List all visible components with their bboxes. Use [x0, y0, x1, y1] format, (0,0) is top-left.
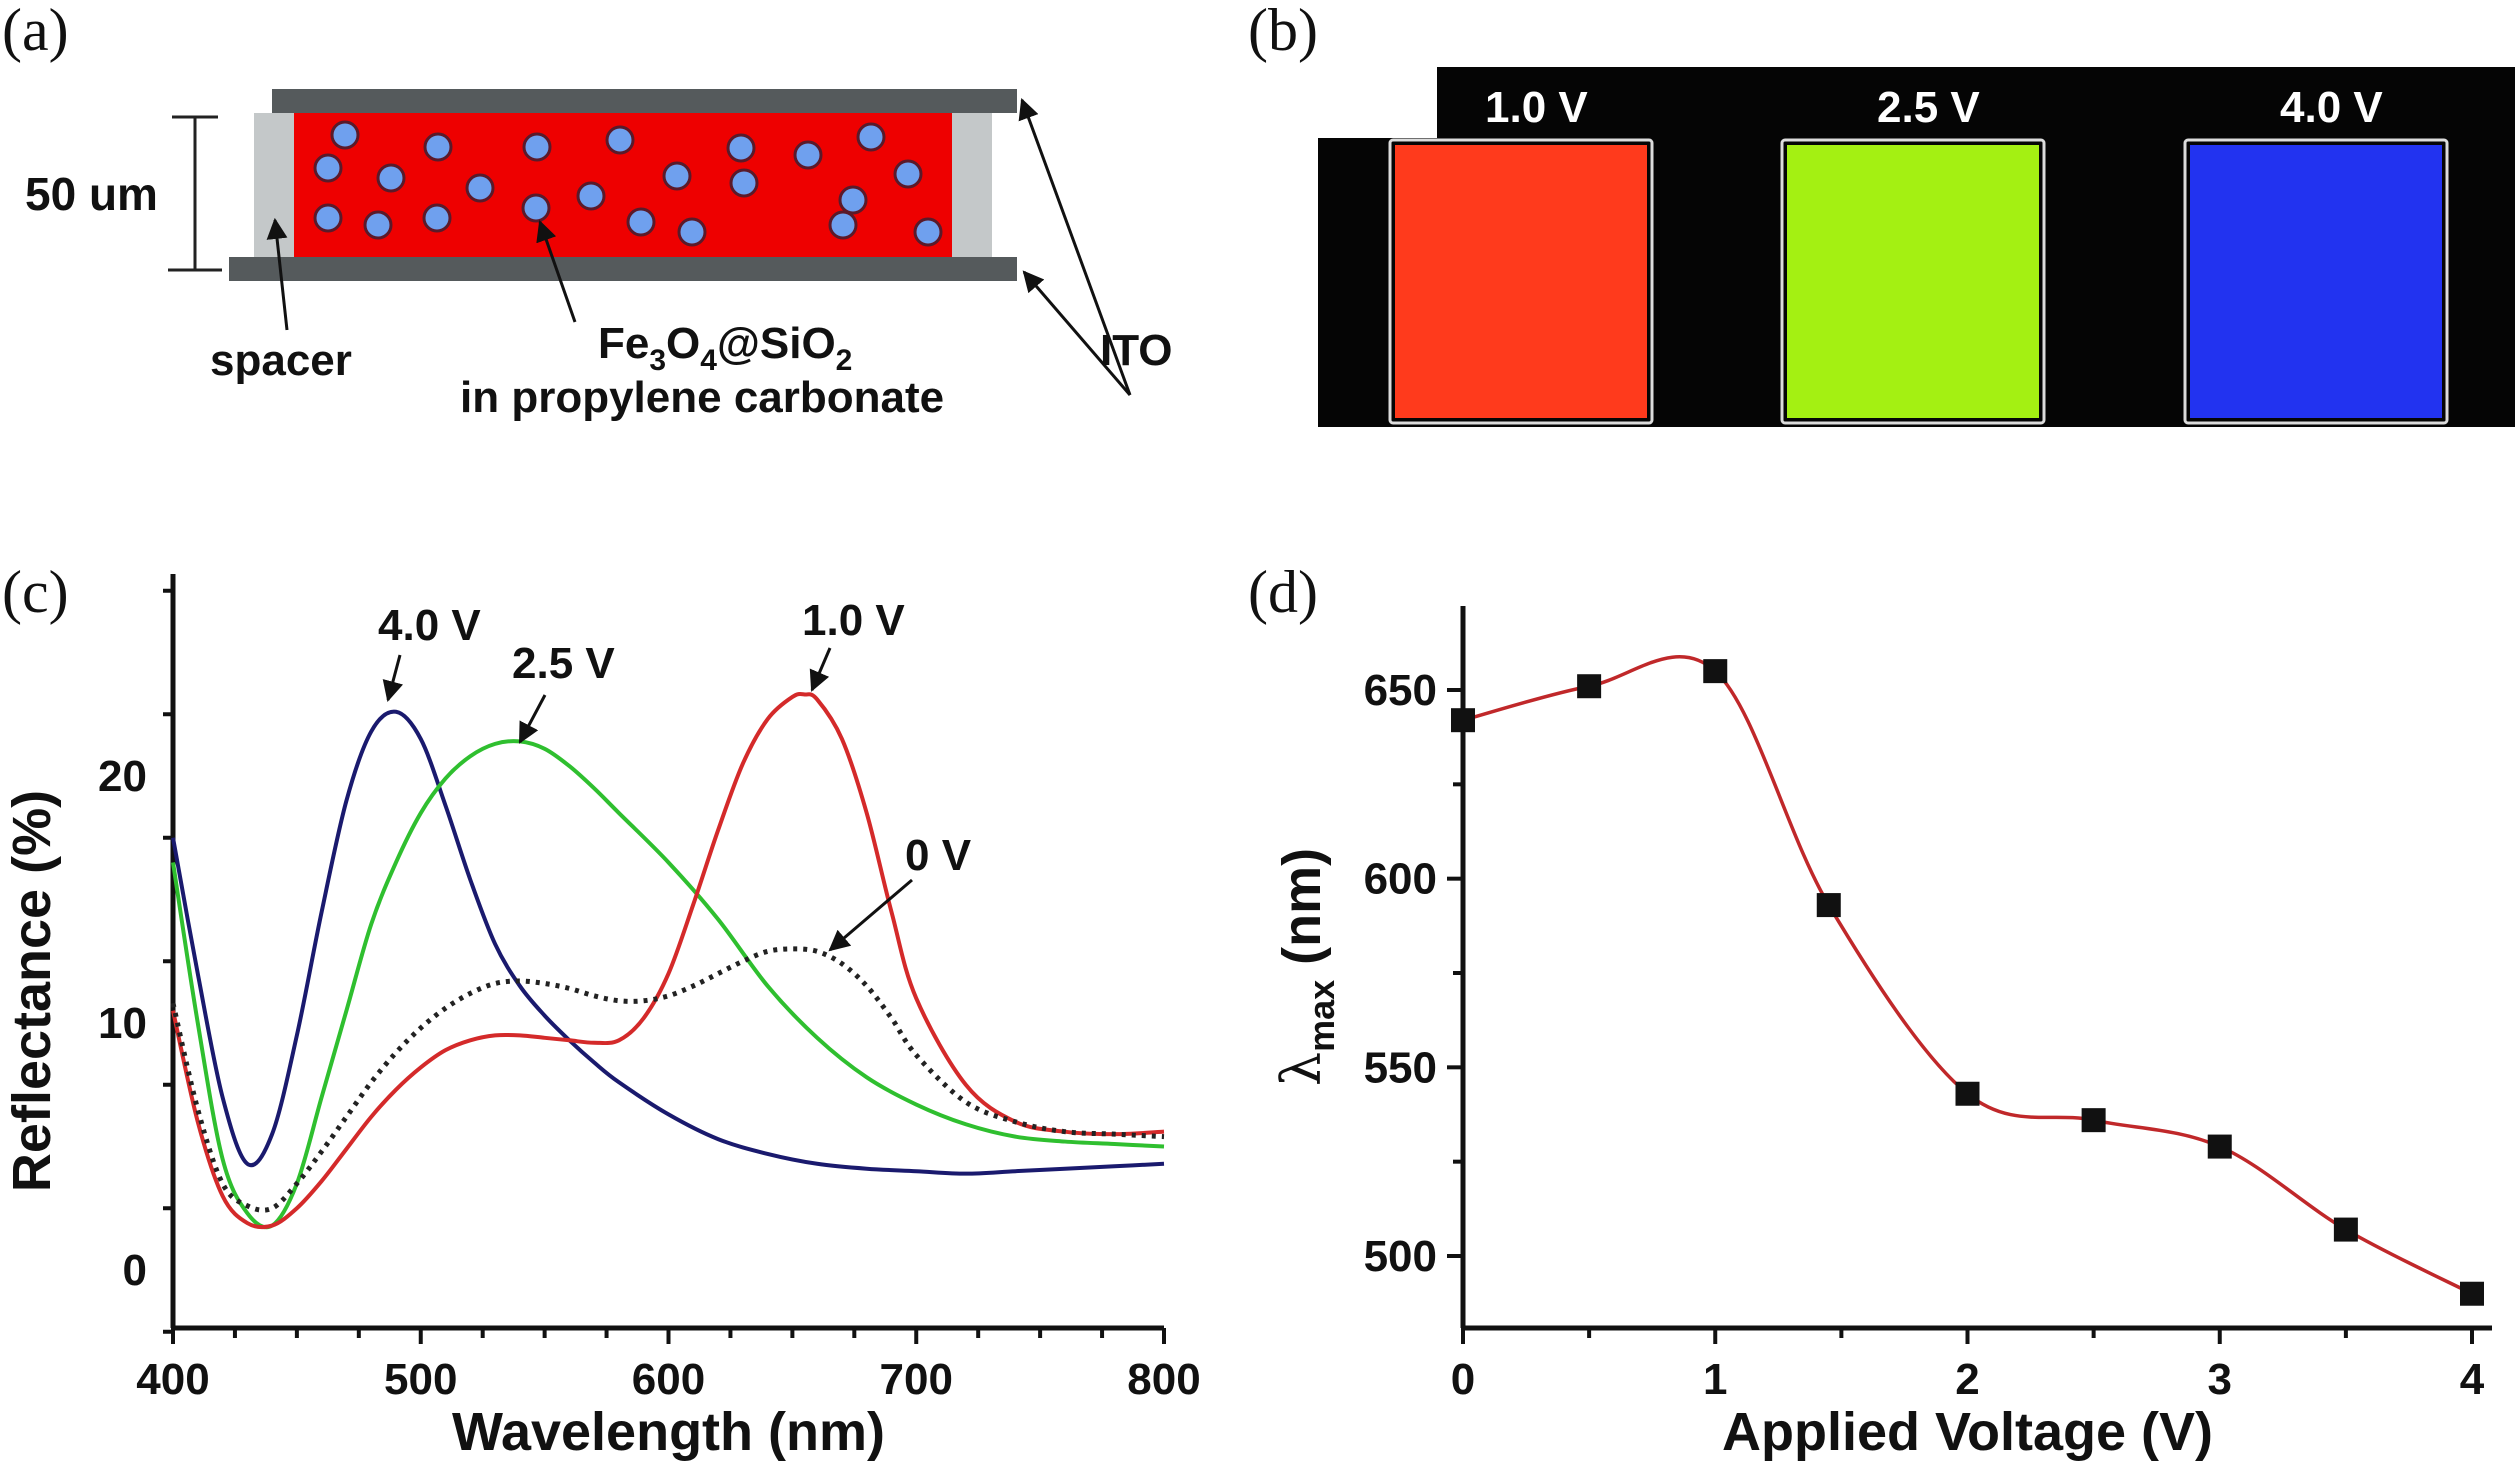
cell-voltage-label: 4.0 V — [2280, 83, 2383, 132]
panel-label-a: (a) — [2, 0, 69, 63]
particle-icon — [522, 132, 552, 162]
series-annotation: 2.5 V — [512, 639, 615, 688]
cell-schematic: 50 um spacer Fe3O4@SiO2 in propylene car… — [25, 89, 1173, 422]
data-point-marker — [1451, 708, 1475, 733]
series-line-40V — [171, 709, 1165, 1176]
x-tick-label: 0 — [1451, 1355, 1475, 1404]
lambda-max-chart: 0 1 2 3 4 500 550 600 650 Applied Voltage (V) λmax… — [1270, 606, 2492, 1462]
series-annotation: 1.0 V — [802, 596, 905, 645]
x-tick-label: 500 — [384, 1355, 457, 1404]
particle-icon — [423, 132, 453, 162]
particle-icon — [376, 163, 406, 193]
particle-icon — [828, 210, 858, 240]
panel-label-b: (b) — [1248, 0, 1318, 63]
device-photo: 1.0 V 2.5 V 4.0 V — [1318, 67, 2515, 427]
cell-voltage-label: 1.0 V — [1485, 83, 1588, 132]
annotation-arrow — [382, 654, 404, 703]
particle-formula-label: Fe3O4@SiO2 — [598, 319, 852, 377]
y-tick-label: 650 — [1364, 666, 1437, 715]
y-tick-label: 550 — [1364, 1043, 1437, 1092]
medium-label: in propylene carbonate — [460, 373, 944, 422]
data-point-marker — [1703, 659, 1728, 684]
cell-frame — [1388, 138, 1654, 425]
particle-icon — [363, 210, 393, 240]
cell-color-swatch — [1395, 145, 1647, 418]
annotation-arrow — [809, 647, 832, 692]
x-tick-label: 4 — [2460, 1355, 2485, 1404]
particle-icon — [893, 159, 923, 189]
data-point-marker — [2207, 1134, 2232, 1159]
data-point-marker — [2460, 1281, 2484, 1306]
bottom-electrode — [229, 257, 1017, 281]
cell-frame — [2183, 138, 2449, 425]
cell-frame — [1780, 138, 2046, 425]
particle-arrow — [536, 220, 577, 323]
fit-curve — [1462, 655, 2473, 1296]
particle-icon — [605, 125, 635, 155]
x-axis-title: Applied Voltage (V) — [1722, 1402, 2213, 1462]
particle-icon — [729, 168, 759, 198]
particle-icon — [856, 122, 886, 152]
left-spacer — [254, 113, 294, 257]
particle-icon — [793, 140, 823, 170]
right-spacer — [952, 113, 992, 257]
y-axis-title: Reflectance (%) — [2, 790, 62, 1192]
cell-voltage-label: 2.5 V — [1877, 83, 1980, 132]
particle-icon — [313, 153, 343, 183]
particle-icon — [726, 133, 756, 163]
series-annotation: 0 V — [905, 831, 972, 880]
ito-arrow-top — [1018, 98, 1132, 396]
reflectance-chart: 400 500 600 700 800 0 10 20 Wavelength (nm) Refle… — [2, 574, 1201, 1462]
ito-label: ITO — [1100, 326, 1173, 375]
data-point-marker — [1816, 893, 1841, 918]
series-line-0V — [170, 946, 1165, 1213]
x-tick-label: 700 — [880, 1355, 953, 1404]
y-tick-label: 20 — [98, 752, 147, 801]
data-point-marker — [1955, 1081, 1980, 1106]
x-tick-label: 2 — [1955, 1355, 1979, 1404]
y-tick-label: 0 — [123, 1246, 147, 1295]
x-tick-label: 600 — [632, 1355, 705, 1404]
particle-icon — [838, 185, 868, 215]
spacer-label: spacer — [210, 336, 352, 385]
particle-icon — [913, 217, 943, 247]
particle-icon — [662, 161, 692, 191]
cell-color-swatch — [2190, 145, 2442, 418]
x-tick-label: 3 — [2208, 1355, 2232, 1404]
data-point-marker — [2333, 1217, 2358, 1242]
particle-icon — [313, 203, 343, 233]
y-tick-label: 600 — [1364, 855, 1437, 904]
spacer-arrow — [266, 217, 289, 331]
particle-icon — [677, 217, 707, 247]
y-tick-label: 10 — [98, 999, 147, 1048]
annotation-arrow — [828, 878, 913, 952]
series-line-10V — [171, 692, 1165, 1230]
particle-icon — [465, 173, 495, 203]
particle-icon — [521, 193, 551, 223]
y-tick-label: 500 — [1364, 1232, 1437, 1281]
x-axis-title: Wavelength (nm) — [452, 1402, 885, 1462]
ito-arrow-bottom — [1022, 270, 1132, 396]
cell-color-swatch — [1787, 145, 2039, 418]
thickness-label: 50 um — [25, 168, 158, 220]
annotation-arrow — [518, 694, 547, 744]
panel-label-c: (c) — [2, 559, 69, 625]
x-tick-label: 400 — [136, 1355, 209, 1404]
x-tick-label: 1 — [1703, 1355, 1727, 1404]
particle-icon — [576, 181, 606, 211]
particle-icon — [626, 207, 656, 237]
x-tick-label: 800 — [1127, 1355, 1200, 1404]
series-annotation: 4.0 V — [378, 601, 481, 650]
y-axis-title: λmax (nm) — [1270, 848, 1342, 1086]
particle-icon — [330, 120, 360, 150]
panel-label-d: (d) — [1248, 559, 1318, 625]
data-point-marker — [1577, 674, 1602, 699]
particle-icon — [422, 203, 452, 233]
particle-group — [313, 120, 943, 247]
top-electrode — [272, 89, 1017, 113]
data-point-marker — [2081, 1108, 2106, 1133]
